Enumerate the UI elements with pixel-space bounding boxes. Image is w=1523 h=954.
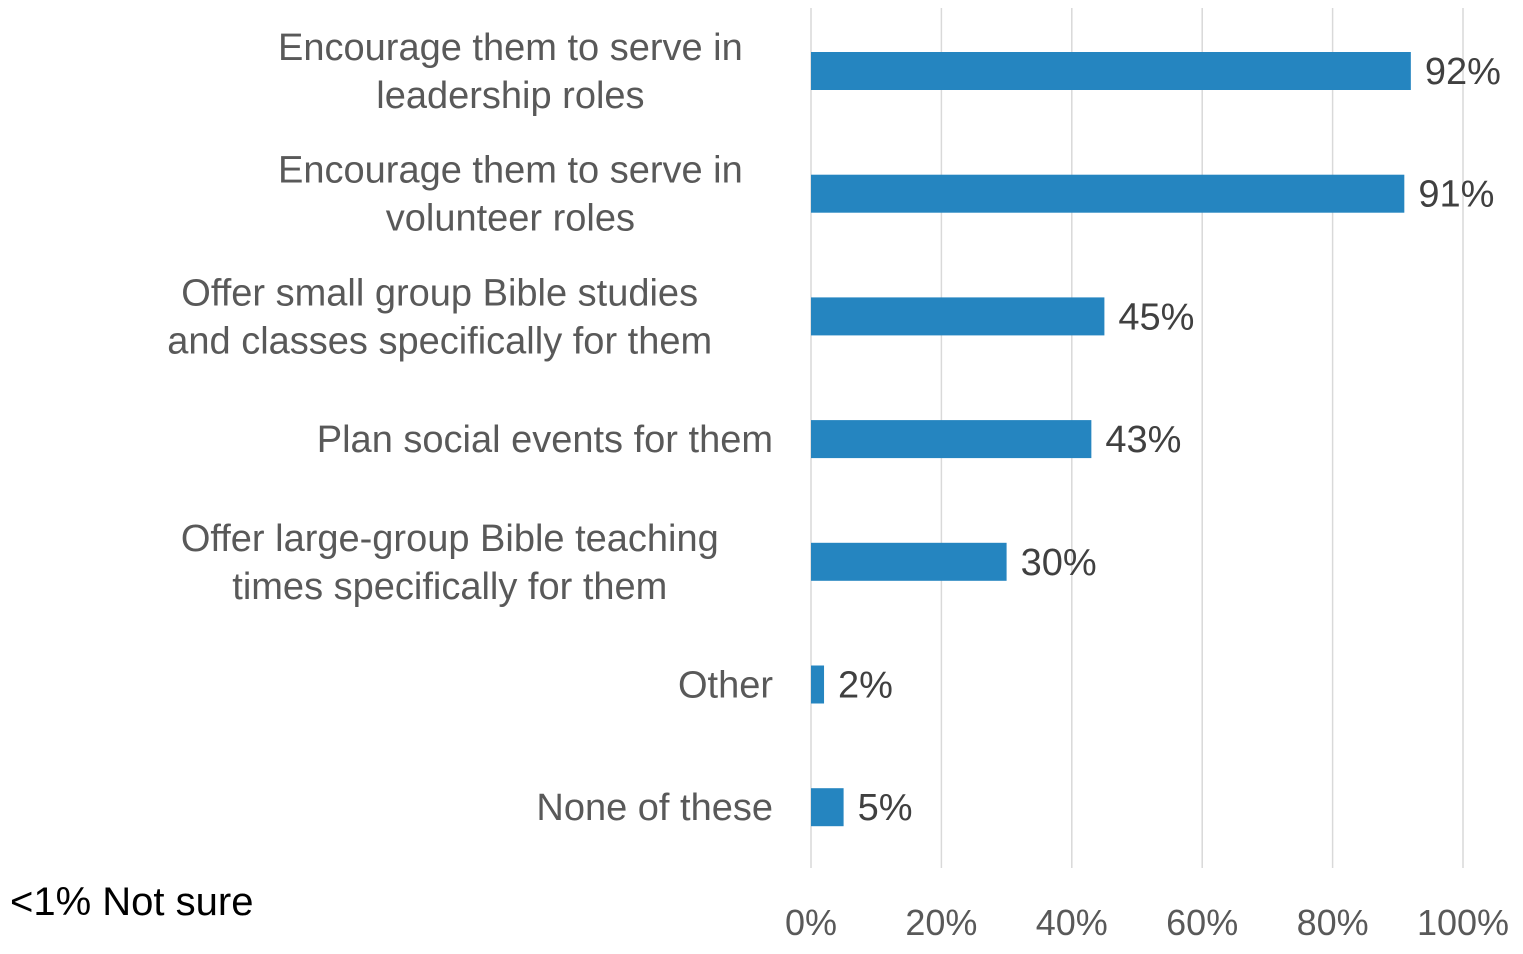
x-tick-label: 60% — [1166, 902, 1238, 943]
bar — [811, 420, 1092, 459]
x-tick-label: 40% — [1036, 902, 1108, 943]
category-label: Other — [678, 665, 773, 707]
bar — [811, 665, 825, 704]
x-tick-label: 100% — [1417, 902, 1509, 943]
bar — [811, 542, 1007, 581]
value-label: 45% — [1118, 296, 1194, 338]
value-label: 43% — [1105, 419, 1181, 461]
value-labels: 92% 91% 45% 43% 30% 2% 5% — [838, 51, 1501, 829]
category-label: None of these — [536, 787, 773, 829]
category-label: Encourage them to serve in volunteer role… — [278, 150, 743, 240]
value-label: 91% — [1418, 174, 1494, 216]
bar — [811, 52, 1411, 90]
footnote: <1% Not sure — [10, 880, 254, 924]
bars — [811, 52, 1411, 827]
bar — [811, 297, 1105, 336]
value-label: 30% — [1021, 542, 1097, 584]
category-labels: Encourage them to serve in leadership rol… — [167, 27, 773, 829]
category-label: Encourage them to serve in leadership rol… — [278, 27, 743, 117]
value-label: 2% — [838, 665, 893, 707]
x-axis-tick-labels: 0% 20% 40% 60% 80% 100% — [785, 902, 1509, 943]
category-label: Plan social events for them — [317, 419, 773, 461]
category-label: Offer large-group Bible teaching times sp… — [181, 518, 719, 608]
value-label: 92% — [1425, 51, 1501, 93]
x-tick-label: 20% — [905, 902, 977, 943]
x-tick-label: 0% — [785, 902, 837, 943]
category-label: Offer small group Bible studies and class… — [167, 272, 712, 362]
x-tick-label: 80% — [1297, 902, 1369, 943]
value-label: 5% — [858, 787, 913, 829]
bar — [811, 174, 1405, 213]
bar — [811, 788, 844, 827]
